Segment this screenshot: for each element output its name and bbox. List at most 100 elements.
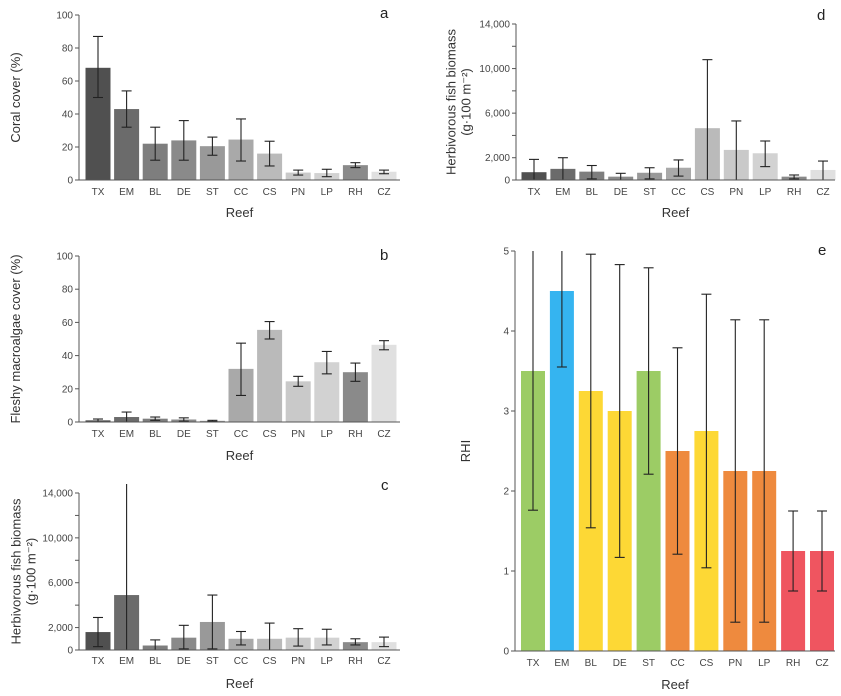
panel-b: 0 20 40 60 80 100 TX EM BL DE ST CC CS PN LP RH CZ Reef Fl… bbox=[8, 247, 400, 463]
x-axis-label: Reef bbox=[226, 448, 254, 463]
x-tick-label: ST bbox=[206, 429, 219, 440]
error-bar-DE bbox=[178, 120, 189, 161]
y-axis-label: RHI bbox=[458, 440, 473, 462]
y-tick-label: 2 bbox=[503, 487, 509, 498]
y-tick-label: 0 bbox=[503, 647, 509, 658]
panel-letter: e bbox=[818, 242, 826, 259]
x-tick-label: CS bbox=[263, 429, 277, 440]
y-axis-label: (g·100 m⁻²) bbox=[24, 538, 39, 606]
x-tick-label: CZ bbox=[815, 658, 828, 669]
error-bar-TX bbox=[93, 35, 103, 99]
x-tick-label: ST bbox=[206, 187, 219, 198]
y-tick-label: 0 bbox=[504, 176, 510, 187]
bar-CZ bbox=[371, 171, 397, 180]
y-axis-label: Coral cover (%) bbox=[8, 52, 23, 142]
x-tick-label: PN bbox=[291, 429, 305, 440]
error-bar-CS bbox=[264, 321, 275, 340]
y-tick-label: 5 bbox=[503, 247, 509, 258]
error-bar-CC bbox=[236, 342, 246, 396]
y-tick-label: 0 bbox=[67, 418, 73, 429]
x-tick-label: BL bbox=[149, 429, 162, 440]
error-bar-ST bbox=[207, 136, 218, 156]
x-tick-label: RH bbox=[786, 658, 800, 669]
x-tick-label: BL bbox=[149, 656, 162, 667]
panel-c: 0 2,000 6,000 10,000 14,000 TX EM BL DE ST CC CS PN L… bbox=[9, 477, 400, 691]
y-tick-label: 2,000 bbox=[485, 153, 510, 164]
error-bar-PN bbox=[293, 169, 304, 176]
y-tick-label: 100 bbox=[56, 11, 73, 22]
y-axis-label: Herbivorous fish biomass bbox=[9, 498, 24, 644]
x-tick-label: EM bbox=[555, 187, 570, 198]
panel-a: 0 20 40 60 80 100 TX EM BL DE ST CC CS PN LP RH CZ Reef Co… bbox=[8, 5, 400, 220]
x-tick-label: LP bbox=[759, 187, 772, 198]
y-tick-label: 2,000 bbox=[48, 623, 73, 634]
x-tick-label: RH bbox=[348, 429, 362, 440]
x-tick-label: DE bbox=[177, 656, 191, 667]
y-tick-label: 20 bbox=[62, 143, 74, 154]
error-bar-PN bbox=[730, 319, 741, 623]
x-tick-label: LP bbox=[321, 429, 334, 440]
x-tick-label: ST bbox=[206, 656, 219, 667]
x-axis-label: Reef bbox=[661, 677, 689, 692]
y-tick-label: 1 bbox=[503, 567, 509, 578]
error-bar-TX bbox=[93, 616, 103, 648]
error-bar-RH bbox=[350, 162, 361, 169]
error-bar-CZ bbox=[379, 169, 389, 175]
error-bar-CC bbox=[236, 630, 246, 646]
x-tick-label: CZ bbox=[377, 656, 390, 667]
y-tick-label: 100 bbox=[56, 252, 73, 263]
error-bar-DE bbox=[178, 624, 189, 650]
x-tick-label: ST bbox=[642, 658, 655, 669]
error-bar-BL bbox=[150, 126, 161, 161]
y-tick-label: 60 bbox=[62, 77, 74, 88]
bar-CS bbox=[257, 329, 283, 422]
error-bar-DE bbox=[615, 172, 626, 180]
error-bar-ST bbox=[644, 167, 655, 180]
error-bar-CC bbox=[672, 347, 683, 555]
x-tick-label: RH bbox=[787, 187, 801, 198]
error-bar-LP bbox=[759, 319, 770, 623]
y-tick-label: 6,000 bbox=[48, 578, 73, 589]
error-bar-CZ bbox=[817, 510, 827, 592]
x-tick-label: EM bbox=[119, 429, 134, 440]
x-tick-label: PN bbox=[728, 658, 742, 669]
y-tick-label: 20 bbox=[62, 384, 74, 395]
error-bar-EM bbox=[557, 157, 568, 180]
error-bar-PN bbox=[293, 375, 304, 387]
error-bar-EM bbox=[556, 251, 567, 368]
bar-RH bbox=[342, 165, 368, 180]
y-tick-label: 3 bbox=[503, 407, 509, 418]
error-bar-TX bbox=[529, 158, 539, 180]
y-axis-label: Fleshy macroalgae cover (%) bbox=[8, 254, 23, 423]
x-tick-label: EM bbox=[119, 187, 134, 198]
y-tick-label: 14,000 bbox=[42, 489, 73, 500]
x-tick-label: LP bbox=[758, 658, 771, 669]
x-tick-label: CS bbox=[700, 187, 714, 198]
error-bar-CS bbox=[264, 140, 275, 167]
error-bar-CS bbox=[701, 293, 712, 569]
error-bar-BL bbox=[150, 416, 161, 421]
y-tick-label: 6,000 bbox=[485, 109, 510, 120]
bar-PN bbox=[285, 172, 311, 180]
error-bar-RH bbox=[788, 510, 799, 592]
y-tick-label: 14,000 bbox=[479, 20, 510, 31]
x-tick-label: LP bbox=[321, 187, 334, 198]
x-tick-label: PN bbox=[291, 187, 305, 198]
panel-letter: c bbox=[381, 477, 389, 494]
error-bar-CZ bbox=[379, 340, 389, 351]
x-tick-label: CC bbox=[234, 187, 248, 198]
x-tick-label: PN bbox=[729, 187, 743, 198]
y-axis-label: Herbivorous fish biomass bbox=[444, 29, 459, 175]
x-axis-label: Reef bbox=[662, 205, 690, 220]
error-bar-LP bbox=[321, 168, 332, 178]
panel-e: 0 1 2 3 4 5 TX EM BL DE ST CC CS PN LP RH CZ Reef RHI e bbox=[458, 242, 835, 692]
x-tick-label: CS bbox=[699, 658, 713, 669]
y-tick-label: 10,000 bbox=[42, 533, 73, 544]
x-tick-label: TX bbox=[528, 187, 541, 198]
x-tick-label: EM bbox=[119, 656, 134, 667]
x-tick-label: DE bbox=[177, 429, 191, 440]
x-tick-label: BL bbox=[586, 187, 599, 198]
x-tick-label: RH bbox=[348, 656, 362, 667]
x-axis-label: Reef bbox=[226, 676, 254, 691]
x-tick-label: PN bbox=[291, 656, 305, 667]
